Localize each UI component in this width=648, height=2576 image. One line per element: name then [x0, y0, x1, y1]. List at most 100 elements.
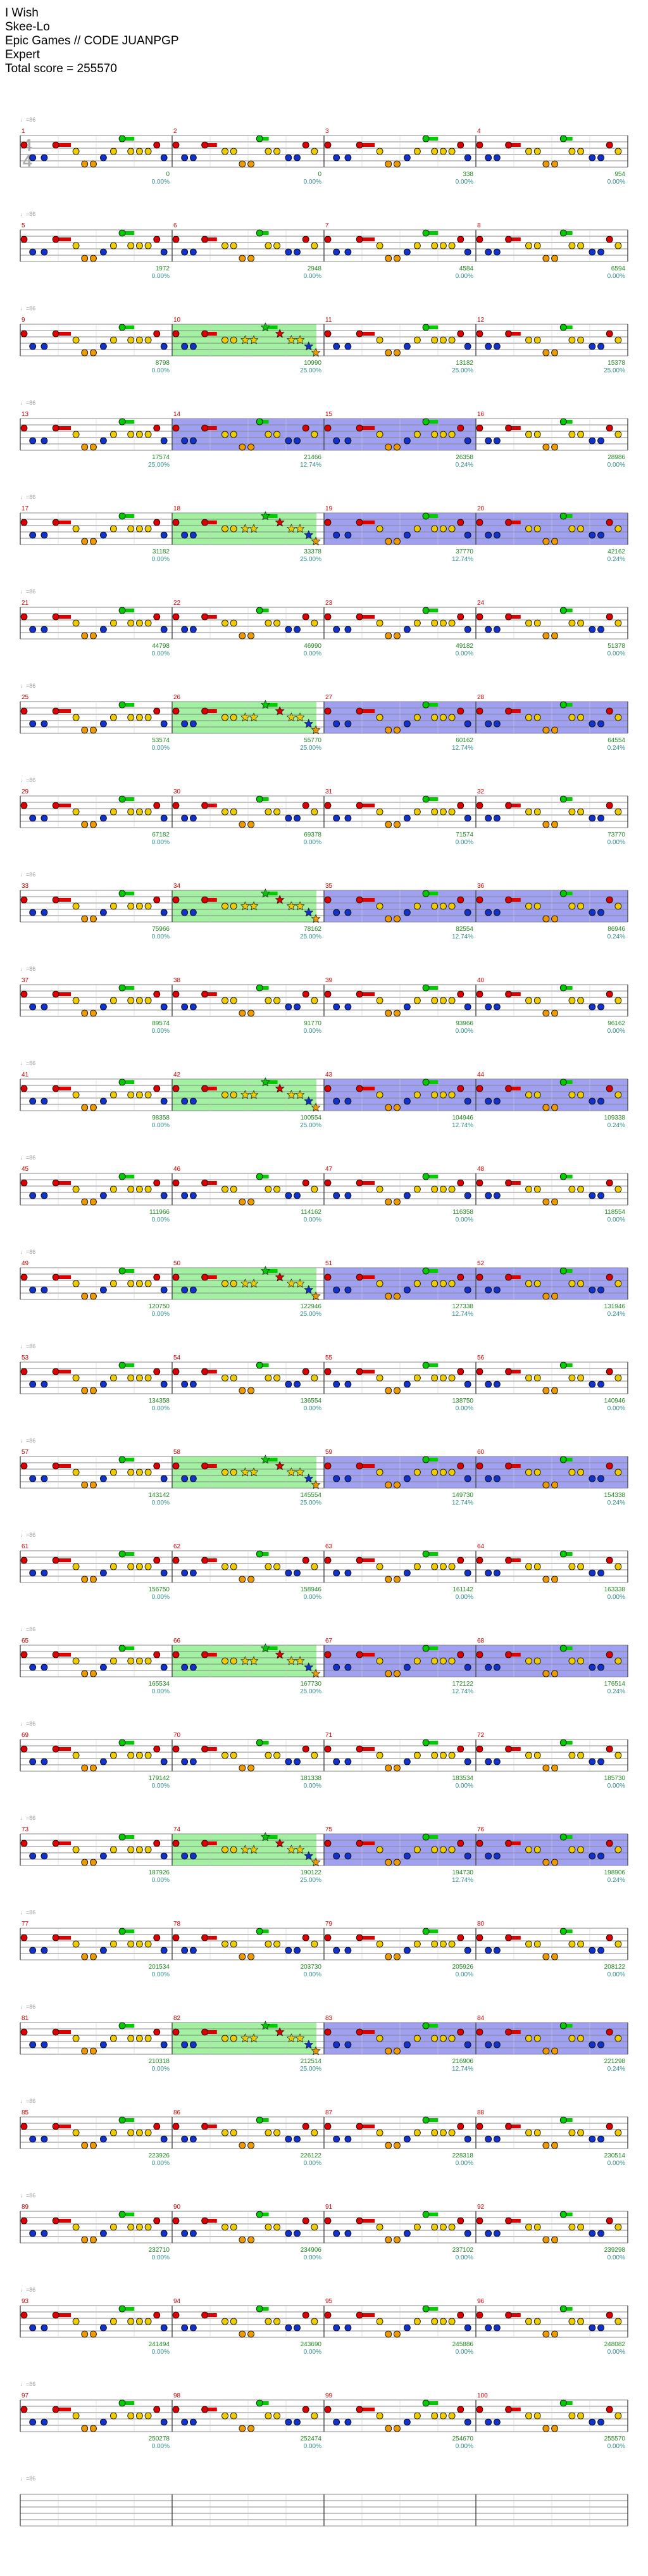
note-gem: [525, 336, 532, 344]
star-note: [295, 1845, 305, 1854]
note-gem: [464, 1758, 471, 1765]
note-gem: [551, 1292, 558, 1300]
note-gem: [29, 2324, 37, 2332]
note-gem: [533, 242, 541, 249]
note-gem: [221, 997, 228, 1004]
note-gem: [448, 2223, 456, 2231]
note-gem: [153, 424, 161, 432]
note-gem: [153, 1462, 161, 1470]
measure-number: 56: [477, 1354, 485, 1361]
note-gem: [333, 814, 340, 822]
note-gem: [72, 997, 80, 1004]
note-gem: [542, 1481, 550, 1489]
star-note: [286, 1090, 296, 1099]
note-gem: [614, 2318, 622, 2325]
note-gem: [344, 814, 352, 822]
sustain-bar: [508, 992, 521, 996]
note-gem: [476, 2311, 483, 2319]
note-gem: [265, 997, 272, 1004]
measure-multiplier: 0.00%: [152, 745, 170, 752]
measure-score: 234906: [301, 2247, 322, 2254]
note-gem: [333, 1286, 340, 1294]
note-gem: [422, 2116, 430, 2124]
measure-multiplier: 0.00%: [304, 1971, 321, 1978]
note-gem: [135, 1940, 143, 1948]
note-gem: [404, 154, 411, 161]
note-gem: [440, 431, 447, 438]
note-gem: [614, 808, 622, 816]
note-gem: [239, 160, 246, 168]
note-gem: [294, 814, 301, 822]
note-gem: [239, 1953, 246, 1960]
note-gem: [109, 619, 117, 627]
star-note: [311, 348, 321, 357]
note-gem: [230, 714, 237, 721]
note-gem: [589, 343, 596, 350]
measure-number: 27: [325, 694, 333, 701]
sustain-bar: [259, 1552, 269, 1556]
note-gem: [135, 2318, 143, 2325]
note-gem: [201, 2028, 209, 2036]
note-gem: [606, 2123, 613, 2130]
note-gem: [597, 1758, 604, 1765]
note-gem: [302, 1179, 309, 1187]
note-gem: [559, 890, 567, 897]
note-gem: [40, 814, 48, 822]
measure-multiplier: 0.00%: [152, 650, 170, 657]
note-gem: [542, 2047, 550, 2055]
measure-multiplier: 0.00%: [608, 273, 625, 280]
note-gem: [201, 1556, 209, 1564]
sustain-bar: [56, 2125, 72, 2128]
note-gem: [385, 726, 392, 734]
note-gem: [485, 1947, 492, 1954]
note-gem: [422, 418, 430, 426]
note-gem: [568, 1091, 576, 1099]
note-gem: [294, 437, 301, 445]
note-gem: [189, 2418, 197, 2426]
sustain-bar: [56, 1464, 72, 1468]
note-gem: [542, 1198, 550, 1206]
note-gem: [559, 1456, 567, 1463]
measure-score: 176514: [604, 1681, 626, 1688]
note-gem: [344, 626, 352, 633]
note-gem: [493, 1192, 501, 1199]
note-gem: [551, 1198, 558, 1206]
note-gem: [181, 1947, 189, 1954]
note-gem: [153, 1651, 161, 1658]
note-gem: [542, 915, 550, 923]
note-gem: [201, 424, 209, 432]
sustain-bar: [204, 521, 217, 524]
sustain-bar: [359, 1181, 375, 1185]
note-gem: [606, 990, 613, 998]
note-gem: [29, 531, 37, 539]
note-gem: [239, 443, 246, 451]
note-gem: [568, 1280, 576, 1287]
measure-score: 53574: [152, 737, 170, 744]
sustain-bar: [426, 703, 439, 707]
measure-number: 34: [173, 883, 181, 890]
note-gem: [589, 1664, 596, 1671]
sustain-bar: [563, 1080, 573, 1084]
note-gem: [189, 1003, 197, 1011]
note-gem: [448, 714, 456, 721]
note-gem: [376, 336, 383, 344]
note-gem: [431, 997, 439, 1004]
note-gem: [485, 1192, 492, 1199]
note-gem: [172, 2123, 180, 2130]
measure-number: 72: [477, 1732, 485, 1739]
note-gem: [551, 915, 558, 923]
sustain-bar: [56, 1181, 72, 1185]
measure-number: 76: [477, 1826, 485, 1833]
measure-number: 67: [325, 1638, 333, 1645]
note-gem: [385, 1670, 392, 1677]
star-note: [286, 1656, 296, 1665]
star-note: [295, 1656, 305, 1665]
note-gem: [614, 997, 622, 1004]
measure-score: 221298: [604, 2058, 626, 2065]
note-gem: [230, 1752, 237, 1759]
note-gem: [356, 1368, 363, 1375]
measure-number: 50: [173, 1260, 181, 1267]
note-gem: [172, 2217, 180, 2225]
measure-score: 338: [463, 171, 473, 178]
sustain-bar: [204, 1558, 217, 1562]
